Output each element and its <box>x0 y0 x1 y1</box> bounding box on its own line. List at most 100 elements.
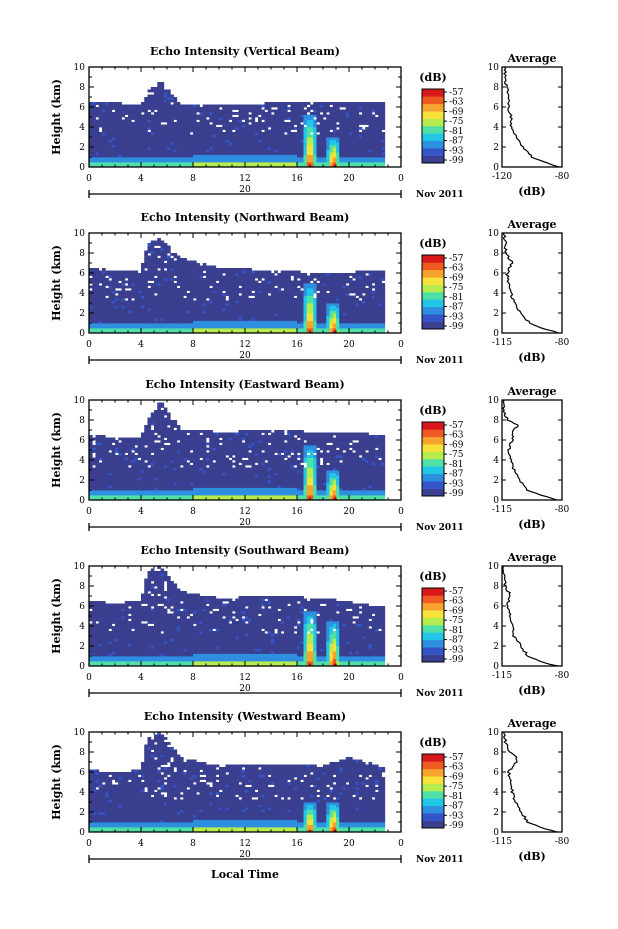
heatmap-cell <box>222 318 226 321</box>
heatmap-cell <box>280 290 285 294</box>
heatmap-cell <box>332 124 337 128</box>
heatmap-cell <box>160 293 165 296</box>
heatmap-cell <box>271 295 275 299</box>
heatmap-cell <box>134 308 139 311</box>
heatmap-cell <box>290 285 295 289</box>
heatmap-cell <box>355 112 360 115</box>
heatmap-cell <box>365 147 369 150</box>
heatmap-cell <box>300 102 304 105</box>
heatmap-cell <box>183 114 187 118</box>
heatmap-cell <box>170 275 174 279</box>
heatmap-cell <box>306 303 311 306</box>
heatmap-cell <box>95 323 100 326</box>
heatmap-cell <box>303 305 308 309</box>
heatmap-cell <box>150 268 155 271</box>
heatmap-cell <box>167 245 171 249</box>
heatmap-cell <box>264 320 269 324</box>
heatmap-cell <box>202 313 207 316</box>
heatmap-cell <box>180 109 184 113</box>
heatmap-cell <box>267 273 272 276</box>
heatmap-cell <box>95 129 100 133</box>
heatmap-cell <box>170 134 174 138</box>
colorbar-swatch <box>422 118 444 127</box>
heatmap-cell <box>228 305 233 309</box>
heatmap-cell <box>105 117 109 120</box>
heatmap-cell <box>264 305 269 309</box>
heatmap-cell <box>102 328 106 331</box>
heatmap-cell <box>118 142 122 145</box>
heatmap-cell <box>297 288 301 291</box>
heatmap-cell <box>147 152 152 155</box>
heatmap-cell <box>92 450 96 453</box>
heatmap-cell <box>293 122 298 125</box>
heatmap-cell <box>323 157 327 160</box>
heatmap-cell <box>254 305 259 309</box>
heatmap-cell <box>336 310 340 314</box>
heatmap-cell <box>368 157 373 160</box>
average-title: Average <box>506 52 556 65</box>
heatmap-cell <box>225 157 230 160</box>
heatmap-cell <box>176 137 181 140</box>
heatmap-cell <box>365 144 369 148</box>
heatmap-cell <box>98 162 103 165</box>
heatmap-cell <box>271 303 275 306</box>
heatmap-cell <box>316 285 321 289</box>
heatmap-cell <box>284 137 288 140</box>
heatmap-cell <box>163 92 168 95</box>
heatmap-cell <box>362 112 366 115</box>
heatmap-cell <box>332 295 337 299</box>
heatmap-cell <box>102 109 106 113</box>
heatmap-cell <box>189 107 194 110</box>
heatmap-cell <box>134 270 139 274</box>
heatmap-cell <box>355 159 360 163</box>
heatmap-cell <box>258 149 262 153</box>
colorbar-tick-label: -75 <box>449 117 464 127</box>
heatmap-cell <box>115 102 119 105</box>
heatmap-cell <box>108 290 113 294</box>
heatmap-cell <box>202 149 207 153</box>
heatmap-cell <box>199 273 204 276</box>
heatmap-cell <box>378 300 382 304</box>
heatmap-cell <box>157 94 161 98</box>
heatmap-cell <box>176 255 181 259</box>
heatmap-cell <box>267 320 272 324</box>
heatmap-cell <box>170 265 174 269</box>
heatmap-cell <box>219 313 223 316</box>
heatmap-cell <box>352 273 356 276</box>
heatmap-cell <box>183 330 187 334</box>
heatmap-cell <box>277 147 282 150</box>
heatmap-cell <box>219 137 223 140</box>
heatmap-cell <box>202 139 207 143</box>
heatmap-cell <box>297 124 301 128</box>
heatmap-cell <box>212 154 217 158</box>
heatmap-cell <box>375 159 379 163</box>
heatmap-cell <box>332 308 337 311</box>
heatmap-cell <box>352 157 356 160</box>
heatmap-cell <box>108 154 113 158</box>
heatmap-cell <box>280 152 285 155</box>
heatmap-cell <box>108 288 113 291</box>
heatmap-cell <box>251 124 256 128</box>
heatmap-cell <box>186 310 191 314</box>
heatmap-cell <box>150 149 155 153</box>
heatmap-cell <box>209 325 213 329</box>
heatmap-cell <box>345 278 350 281</box>
heatmap-cell <box>176 263 181 266</box>
heatmap-cell <box>128 124 132 128</box>
heatmap-cell <box>238 104 243 108</box>
heatmap-cell <box>349 147 353 150</box>
heatmap <box>89 82 386 168</box>
heatmap-cell <box>251 142 256 145</box>
heatmap-cell <box>102 323 106 326</box>
heatmap-cell <box>232 275 236 279</box>
heatmap-cell <box>284 310 288 314</box>
heatmap-cell <box>277 323 282 326</box>
heatmap-cell <box>92 288 96 291</box>
heatmap-cell <box>89 104 93 108</box>
heatmap-cell <box>349 283 353 286</box>
heatmap-cell <box>345 298 350 301</box>
heatmap-cell <box>102 318 106 321</box>
heatmap-cell <box>300 134 304 138</box>
heatmap-cell <box>287 330 291 334</box>
heatmap-cell <box>118 132 122 135</box>
